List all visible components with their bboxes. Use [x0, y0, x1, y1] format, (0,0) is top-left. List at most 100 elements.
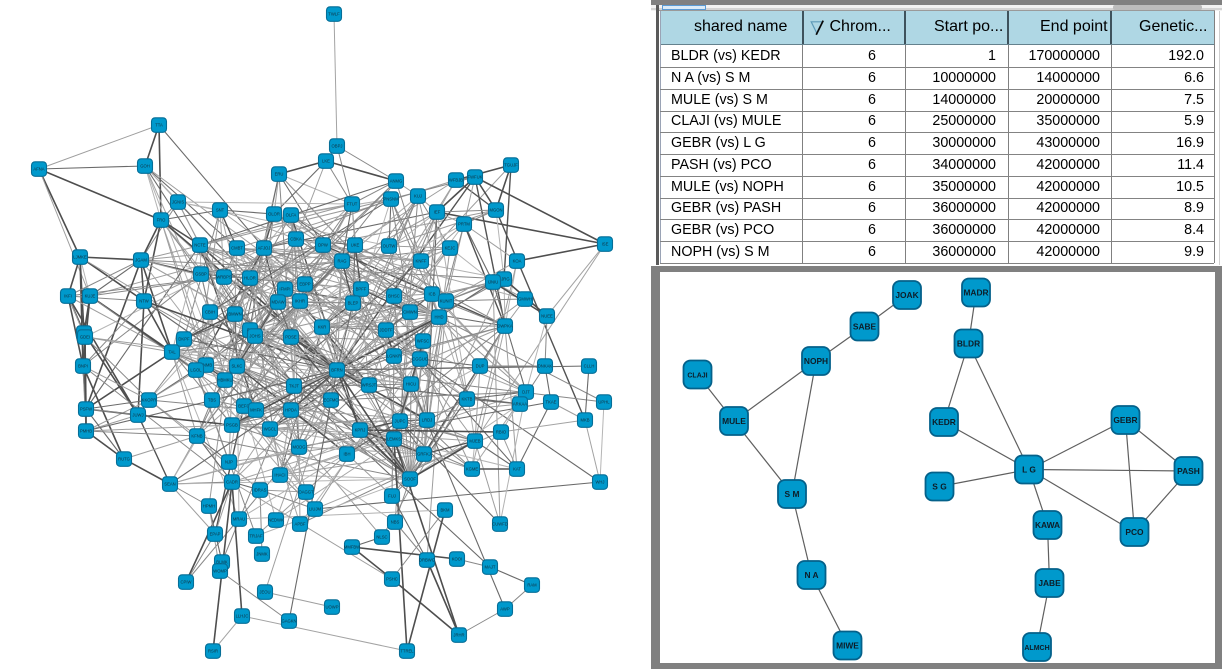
- svg-text:EJRG: EJRG: [498, 277, 509, 282]
- svg-text:JOHS: JOHS: [249, 334, 260, 339]
- svg-text:GEBR: GEBR: [1113, 415, 1137, 425]
- svg-text:BLEP: BLEP: [348, 301, 359, 306]
- svg-text:TBS: TBS: [208, 398, 216, 403]
- svg-text:BMWN: BMWN: [228, 312, 241, 317]
- svg-text:ARKAA: ARKAA: [513, 402, 527, 407]
- svg-text:N A: N A: [804, 570, 818, 580]
- svg-text:LEMKS: LEMKS: [387, 437, 401, 442]
- svg-text:ERU: ERU: [275, 172, 284, 177]
- svg-text:NJP: NJP: [225, 460, 233, 465]
- svg-text:BFRN: BFRN: [331, 368, 342, 373]
- svg-text:DWPKA: DWPKA: [497, 324, 513, 329]
- svg-text:JOAK: JOAK: [895, 290, 918, 300]
- svg-text:PRTM: PRTM: [458, 222, 470, 227]
- svg-text:CMWN: CMWN: [403, 310, 417, 315]
- svg-text:LRDJ: LRDJ: [422, 418, 432, 423]
- svg-text:KUNIT: KUNIT: [440, 299, 453, 304]
- svg-text:IHACI: IHACI: [274, 473, 285, 478]
- svg-text:UNMB: UNMB: [200, 363, 213, 368]
- svg-text:IJNIU: IJNIU: [488, 280, 498, 285]
- svg-text:EPAP: EPAP: [210, 532, 221, 537]
- svg-text:TRJAF: TRJAF: [249, 534, 262, 539]
- svg-text:WFSC: WFSC: [417, 339, 429, 344]
- svg-text:KOA: KOA: [513, 259, 522, 264]
- svg-text:LLHJC: LLHJC: [236, 614, 249, 619]
- svg-text:MULE: MULE: [722, 416, 746, 426]
- svg-text:GMWH: GMWH: [518, 297, 532, 302]
- svg-text:MHFK: MHFK: [250, 408, 262, 413]
- svg-text:SOOF: SOOF: [404, 477, 416, 482]
- svg-text:PNSNM: PNSNM: [383, 197, 399, 202]
- svg-text:ECFMC: ECFMC: [324, 398, 339, 403]
- svg-text:GDEI: GDEI: [80, 335, 90, 340]
- svg-text:SEAN: SEAN: [164, 482, 175, 487]
- svg-text:JABE: JABE: [1038, 578, 1061, 588]
- svg-text:SLKC: SLKC: [232, 364, 243, 369]
- svg-text:UOWP: UOWP: [325, 605, 338, 610]
- svg-text:LJMKE: LJMKE: [73, 255, 87, 260]
- svg-text:JDDTF: JDDTF: [379, 328, 393, 333]
- svg-text:ANMG: ANMG: [390, 179, 403, 184]
- svg-text:KPRJ: KPRJ: [355, 428, 366, 433]
- svg-text:KKTB: KKTB: [462, 397, 473, 402]
- svg-text:KAWA: KAWA: [1035, 520, 1060, 530]
- svg-text:WFBJB: WFBJB: [449, 178, 463, 183]
- svg-text:FRO: FRO: [157, 218, 167, 223]
- svg-text:CMBT: CMBT: [231, 246, 243, 251]
- svg-text:NTW: NTW: [139, 299, 149, 304]
- svg-text:ALMCH: ALMCH: [1024, 645, 1049, 652]
- svg-text:LIUJM: LIUJM: [309, 507, 322, 512]
- svg-text:HHD: HHD: [434, 315, 443, 320]
- svg-text:MKB: MKB: [580, 418, 589, 423]
- svg-text:DPW: DPW: [318, 243, 328, 248]
- svg-text:IDRAS: IDRAS: [254, 488, 267, 493]
- svg-text:SABE: SABE: [853, 321, 877, 331]
- svg-text:TGUJF: TGUJF: [504, 163, 518, 168]
- svg-text:ISE: ISE: [602, 242, 609, 247]
- svg-text:UPHL: UPHL: [598, 400, 610, 405]
- svg-text:DNKAK: DNKAK: [538, 364, 553, 369]
- svg-text:CUWFD: CUWFD: [492, 522, 508, 527]
- svg-text:RAM: RAM: [527, 583, 537, 588]
- svg-text:KGME: KGME: [466, 467, 479, 472]
- svg-text:OLFA: OLFA: [286, 213, 297, 218]
- svg-text:JEOU: JEOU: [259, 590, 270, 595]
- svg-text:UKE: UKE: [351, 243, 360, 248]
- svg-text:GRFKJ: GRFKJ: [417, 452, 431, 457]
- svg-text:TTREL: TTREL: [400, 649, 414, 654]
- svg-text:OLOR: OLOR: [268, 212, 280, 217]
- svg-text:TTA: TTA: [155, 123, 163, 128]
- svg-text:BLDR: BLDR: [957, 338, 980, 348]
- svg-text:S G: S G: [932, 481, 946, 491]
- svg-text:NOPH: NOPH: [804, 356, 828, 366]
- svg-text:BNPI: BNPI: [78, 364, 88, 369]
- svg-text:MDAW: MDAW: [271, 300, 284, 305]
- svg-text:DKPF: DKPF: [178, 337, 190, 342]
- svg-text:MRAU: MRAU: [233, 517, 245, 522]
- svg-text:CPIW: CPIW: [181, 580, 192, 585]
- svg-text:RAG: RAG: [337, 259, 346, 264]
- svg-text:HBMKU: HBMKU: [217, 378, 232, 383]
- svg-text:RSIR: RSIR: [208, 649, 218, 654]
- svg-text:KFNB: KFNB: [191, 434, 202, 439]
- svg-text:GOH: GOH: [140, 164, 150, 169]
- svg-text:PMHB: PMHB: [80, 429, 92, 434]
- svg-text:TKAE: TKAE: [546, 400, 557, 405]
- svg-text:JGAM: JGAM: [135, 258, 147, 263]
- svg-text:CADR: CADR: [226, 480, 238, 485]
- svg-text:JUPC: JUPC: [395, 419, 406, 424]
- svg-text:CBKA: CBKA: [290, 237, 302, 242]
- svg-text:NUEE: NUEE: [541, 314, 553, 319]
- svg-text:ICB: ICB: [429, 292, 436, 297]
- svg-text:HPDA: HPDA: [285, 408, 297, 413]
- svg-text:BPFF: BPFF: [356, 287, 367, 292]
- svg-text:OUTW: OUTW: [383, 244, 396, 249]
- svg-text:BLMK: BLMK: [216, 560, 228, 565]
- svg-text:BKM: BKM: [440, 508, 450, 513]
- svg-text:EBPP: EBPP: [299, 282, 310, 287]
- svg-text:MIWE: MIWE: [836, 640, 859, 650]
- svg-text:AFJOJ: AFJOJ: [258, 246, 271, 251]
- svg-text:HPMH: HPMH: [203, 504, 215, 509]
- svg-text:LGOL: LGOL: [190, 368, 202, 373]
- svg-text:WRSJT: WRSJT: [362, 383, 377, 388]
